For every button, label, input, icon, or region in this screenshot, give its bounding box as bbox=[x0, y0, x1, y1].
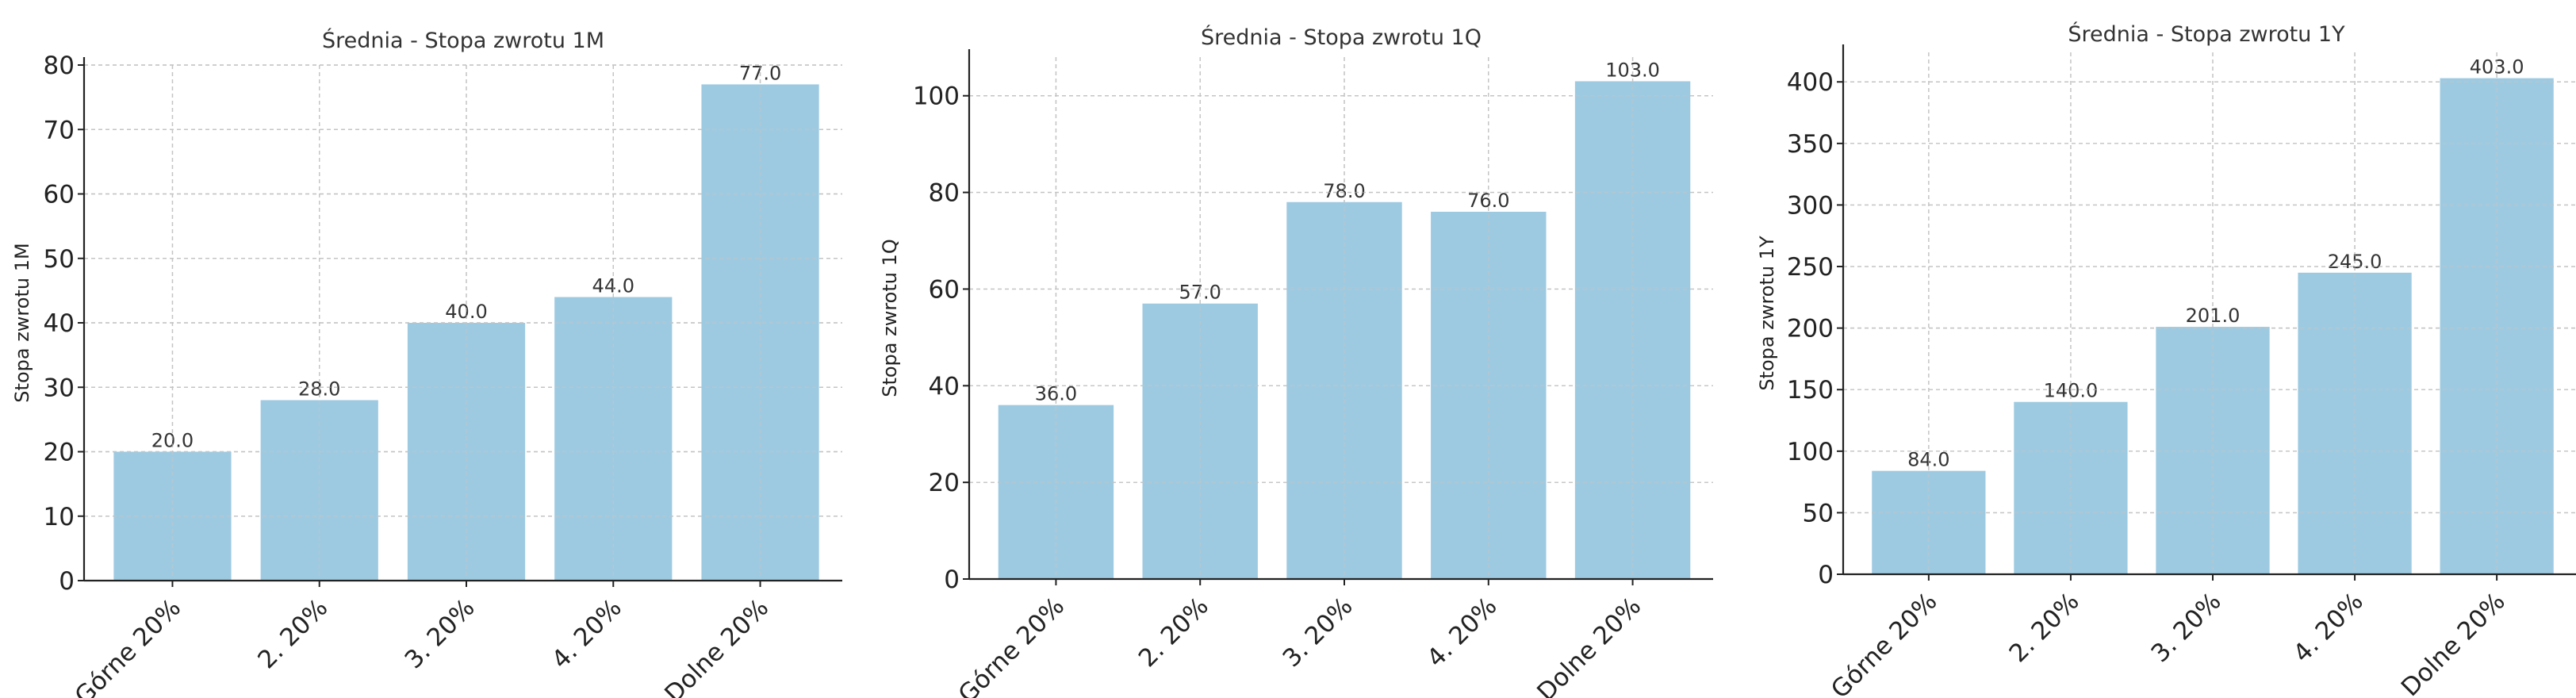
y-tick-label-1: 50 bbox=[1803, 499, 1834, 527]
chart-panel-1: 20.028.040.044.077.001020304050607080Gór… bbox=[11, 28, 842, 698]
x-tick-label-3: 4. 20% bbox=[1421, 592, 1502, 673]
chart-panel-3: 84.0140.0201.0245.0403.00501001502002503… bbox=[1756, 21, 2576, 698]
y-tick-label-8: 80 bbox=[44, 52, 75, 80]
y-tick-label-7: 70 bbox=[44, 116, 75, 144]
y-tick-label-2: 20 bbox=[44, 439, 75, 467]
x-tick-label-0: Górne 20% bbox=[953, 592, 1071, 698]
data-label-5: 103.0 bbox=[1605, 59, 1660, 81]
y-tick-label-0: 0 bbox=[944, 566, 960, 594]
x-tick-label-3: 4. 20% bbox=[546, 593, 627, 674]
chart-title: Średnia - Stopa zwrotu 1Q bbox=[1201, 25, 1482, 50]
y-tick-label-5: 250 bbox=[1787, 253, 1834, 282]
y-tick-label-5: 50 bbox=[44, 245, 75, 274]
y-tick-label-6: 300 bbox=[1787, 191, 1834, 220]
x-tick-label-1: 2. 20% bbox=[1133, 592, 1214, 673]
y-axis-label: Stopa zwrotu 1Y bbox=[1756, 236, 1778, 391]
y-tick-label-0: 0 bbox=[1818, 561, 1834, 589]
x-tick-label-2: 3. 20% bbox=[2146, 587, 2227, 668]
x-tick-label-4: Dolne 20% bbox=[1531, 592, 1646, 698]
y-tick-label-3: 150 bbox=[1787, 376, 1834, 405]
data-label-3: 78.0 bbox=[1323, 180, 1365, 202]
x-tick-label-1: 2. 20% bbox=[252, 593, 333, 674]
x-tick-label-3: 4. 20% bbox=[2288, 587, 2369, 668]
y-tick-label-5: 100 bbox=[913, 82, 960, 111]
y-tick-label-6: 60 bbox=[44, 181, 75, 209]
y-tick-label-3: 30 bbox=[44, 374, 75, 402]
y-tick-label-4: 40 bbox=[44, 309, 75, 338]
chart-title: Średnia - Stopa zwrotu 1Y bbox=[2068, 21, 2345, 47]
y-axis-label: Stopa zwrotu 1Q bbox=[879, 239, 901, 397]
data-label-1: 20.0 bbox=[151, 430, 194, 452]
y-tick-label-2: 100 bbox=[1787, 438, 1834, 466]
bar-3 bbox=[2156, 327, 2270, 574]
y-tick-label-2: 40 bbox=[929, 372, 960, 401]
chart-title: Średnia - Stopa zwrotu 1M bbox=[322, 28, 604, 53]
x-tick-label-0: Górne 20% bbox=[1826, 587, 1943, 698]
x-tick-label-0: Górne 20% bbox=[70, 593, 187, 698]
x-tick-label-2: 3. 20% bbox=[1278, 592, 1359, 673]
x-tick-label-4: Dolne 20% bbox=[2396, 587, 2511, 698]
data-label-3: 201.0 bbox=[2186, 305, 2241, 327]
x-tick-label-1: 2. 20% bbox=[2004, 587, 2085, 668]
x-tick-label-2: 3. 20% bbox=[400, 593, 481, 674]
bar-2 bbox=[1142, 303, 1258, 579]
data-label-4: 44.0 bbox=[592, 275, 634, 297]
y-tick-label-4: 80 bbox=[929, 179, 960, 208]
x-tick-label-4: Dolne 20% bbox=[659, 593, 774, 698]
bar-1 bbox=[1872, 470, 1986, 574]
y-tick-label-7: 350 bbox=[1787, 130, 1834, 159]
y-tick-label-8: 400 bbox=[1787, 68, 1834, 97]
y-tick-label-1: 20 bbox=[929, 469, 960, 497]
y-tick-label-0: 0 bbox=[59, 567, 75, 596]
y-axis-label: Stopa zwrotu 1M bbox=[11, 243, 33, 402]
y-tick-label-3: 60 bbox=[929, 275, 960, 304]
y-tick-label-1: 10 bbox=[44, 503, 75, 531]
y-tick-label-4: 200 bbox=[1787, 315, 1834, 343]
